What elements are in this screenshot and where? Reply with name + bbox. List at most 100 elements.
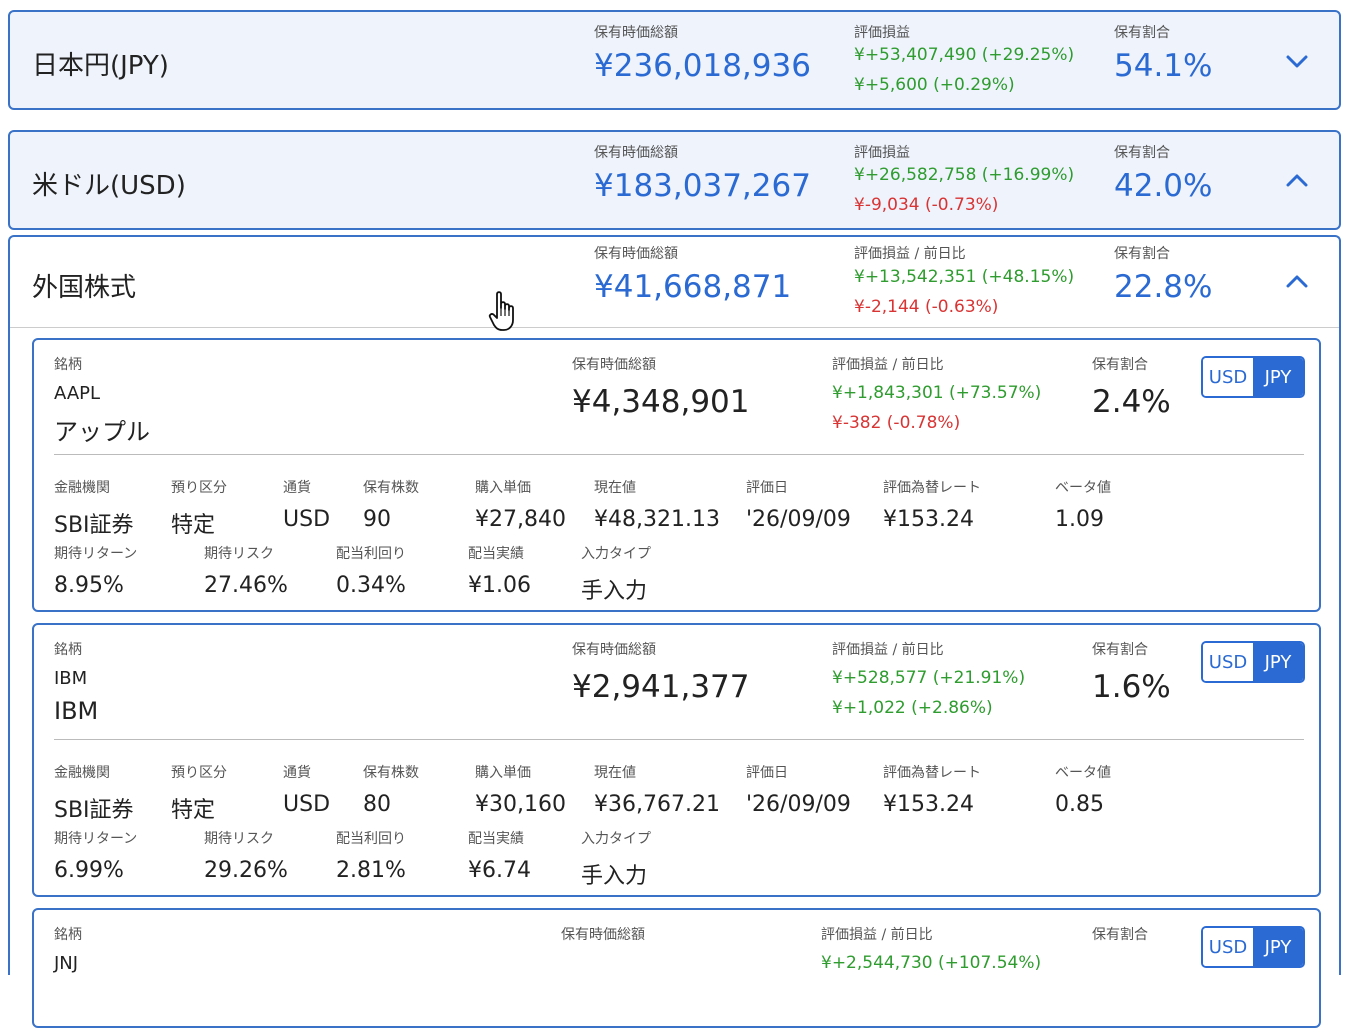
expected-risk-value: 29.26% (204, 858, 288, 883)
toggle-usd[interactable]: USD (1203, 643, 1253, 681)
stock-card-aapl[interactable]: 銘柄 AAPL アップル 保有時価総額 ¥4,348,901 評価損益 / 前日… (32, 338, 1321, 612)
expected-return-label: 期待リターン (54, 546, 138, 562)
stock-card-jnj[interactable]: 銘柄 JNJ 保有時価総額 評価損益 / 前日比 ¥+2,544,730 (+1… (32, 908, 1321, 1028)
dividend-actual-label: 配当実績 (468, 546, 524, 562)
purchase-price-label: 購入単価 (475, 480, 531, 496)
dividend-yield-value: 2.81% (336, 858, 406, 883)
stock-name: IBM (54, 697, 99, 725)
foreign-stocks-section: 外国株式 保有時価総額 ¥41,668,871 評価損益 / 前日比 ¥+13,… (8, 235, 1341, 1028)
ticker-label: 銘柄 (54, 642, 82, 658)
ticker-symbol: IBM (54, 668, 88, 689)
fx-rate-label: 評価為替レート (883, 480, 981, 496)
foreign-stocks-header[interactable]: 外国株式 保有時価総額 ¥41,668,871 評価損益 / 前日比 ¥+13,… (10, 237, 1339, 328)
ratio-label: 保有割合 (1114, 246, 1170, 262)
value-label: 保有時価総額 (572, 357, 656, 373)
beta-label: ベータ値 (1055, 480, 1111, 496)
toggle-jpy[interactable]: JPY (1253, 928, 1303, 966)
input-type-label: 入力タイプ (581, 831, 651, 847)
expected-risk-label: 期待リスク (204, 831, 274, 847)
currency-card-jpy[interactable]: 日本円(JPY) 保有時価総額 ¥236,018,936 評価損益 ¥+53,4… (8, 10, 1341, 110)
chevron-up-icon[interactable] (1284, 269, 1310, 295)
pl-label: 評価損益 (854, 145, 910, 161)
pl-total: ¥+53,407,490 (+29.25%) (854, 45, 1075, 65)
purchase-price-label: 購入単価 (475, 765, 531, 781)
pl-label: 評価損益 / 前日比 (832, 357, 944, 373)
valuation-date-label: 評価日 (746, 480, 788, 496)
dividend-yield-value: 0.34% (336, 573, 406, 598)
currency-toggle[interactable]: USD JPY (1201, 356, 1305, 398)
account-type-label: 預り区分 (171, 765, 227, 781)
dividend-actual-label: 配当実績 (468, 831, 524, 847)
input-type-value: 手入力 (581, 864, 648, 889)
toggle-jpy[interactable]: JPY (1253, 643, 1303, 681)
ratio-label: 保有割合 (1114, 25, 1170, 41)
ratio-label: 保有割合 (1114, 145, 1170, 161)
value-label: 保有時価総額 (594, 145, 678, 161)
ticker-label: 銘柄 (54, 927, 82, 943)
divider (54, 739, 1304, 740)
currency-toggle[interactable]: USD JPY (1201, 641, 1305, 683)
toggle-jpy[interactable]: JPY (1253, 358, 1303, 396)
shares-value: 90 (363, 507, 391, 532)
current-price-label: 現在値 (594, 765, 636, 781)
account-type-value: 特定 (171, 513, 216, 538)
ratio-value: 54.1% (1114, 48, 1213, 84)
valuation-date-value: '26/09/09 (746, 507, 851, 532)
total-value: ¥183,037,267 (594, 168, 811, 204)
chevron-down-icon[interactable] (1284, 48, 1310, 74)
purchase-price-value: ¥30,160 (475, 792, 566, 817)
pl-day: ¥-382 (-0.78%) (832, 413, 961, 433)
ticker-label: 銘柄 (54, 357, 82, 373)
pl-total: ¥+2,544,730 (+107.54%) (821, 953, 1042, 973)
stock-card-ibm[interactable]: 銘柄 IBM IBM 保有時価総額 ¥2,941,377 評価損益 / 前日比 … (32, 623, 1321, 897)
currency-name: 日本円(JPY) (32, 51, 169, 81)
dividend-yield-label: 配当利回り (336, 546, 406, 562)
pl-total: ¥+1,843,301 (+73.57%) (832, 383, 1042, 403)
toggle-usd[interactable]: USD (1203, 928, 1253, 966)
current-price-value: ¥36,767.21 (594, 792, 720, 817)
shares-label: 保有株数 (363, 765, 419, 781)
valuation-date-value: '26/09/09 (746, 792, 851, 817)
total-value: ¥41,668,871 (594, 269, 792, 305)
pl-label: 評価損益 / 前日比 (854, 246, 966, 262)
ratio-value: 42.0% (1114, 168, 1213, 204)
currency-toggle[interactable]: USD JPY (1201, 926, 1305, 968)
pl-total: ¥+528,577 (+21.91%) (832, 668, 1026, 688)
pl-label: 評価損益 / 前日比 (821, 927, 933, 943)
institution-value: SBI証券 (54, 513, 134, 538)
dividend-yield-label: 配当利回り (336, 831, 406, 847)
expected-risk-value: 27.46% (204, 573, 288, 598)
pl-day: ¥+5,600 (+0.29%) (854, 75, 1015, 95)
current-price-value: ¥48,321.13 (594, 507, 720, 532)
total-value: ¥236,018,936 (594, 48, 811, 84)
value-label: 保有時価総額 (572, 642, 656, 658)
pl-label: 評価損益 (854, 25, 910, 41)
currency-label: 通貨 (283, 480, 311, 496)
currency-label: 通貨 (283, 765, 311, 781)
stock-value: ¥4,348,901 (572, 384, 750, 420)
fx-rate-label: 評価為替レート (883, 765, 981, 781)
account-type-value: 特定 (171, 798, 216, 823)
value-label: 保有時価総額 (594, 25, 678, 41)
account-type-label: 預り区分 (171, 480, 227, 496)
current-price-label: 現在値 (594, 480, 636, 496)
dividend-actual-value: ¥1.06 (468, 573, 531, 598)
institution-label: 金融機関 (54, 480, 110, 496)
hand-pointer-icon (488, 290, 520, 334)
section-name: 外国株式 (32, 273, 137, 303)
ticker-symbol: AAPL (54, 383, 101, 404)
ratio-value: 22.8% (1114, 269, 1213, 305)
toggle-usd[interactable]: USD (1203, 358, 1253, 396)
currency-card-usd[interactable]: 米ドル(USD) 保有時価総額 ¥183,037,267 評価損益 ¥+26,5… (8, 130, 1341, 230)
beta-label: ベータ値 (1055, 765, 1111, 781)
beta-value: 0.85 (1055, 792, 1104, 817)
ratio-value: 2.4% (1092, 384, 1171, 420)
currency-name: 米ドル(USD) (32, 171, 186, 201)
value-label: 保有時価総額 (594, 246, 678, 262)
expected-return-value: 6.99% (54, 858, 124, 883)
ratio-label: 保有割合 (1092, 927, 1148, 943)
institution-label: 金融機関 (54, 765, 110, 781)
dividend-actual-value: ¥6.74 (468, 858, 531, 883)
ratio-label: 保有割合 (1092, 642, 1148, 658)
chevron-up-icon[interactable] (1284, 168, 1310, 194)
